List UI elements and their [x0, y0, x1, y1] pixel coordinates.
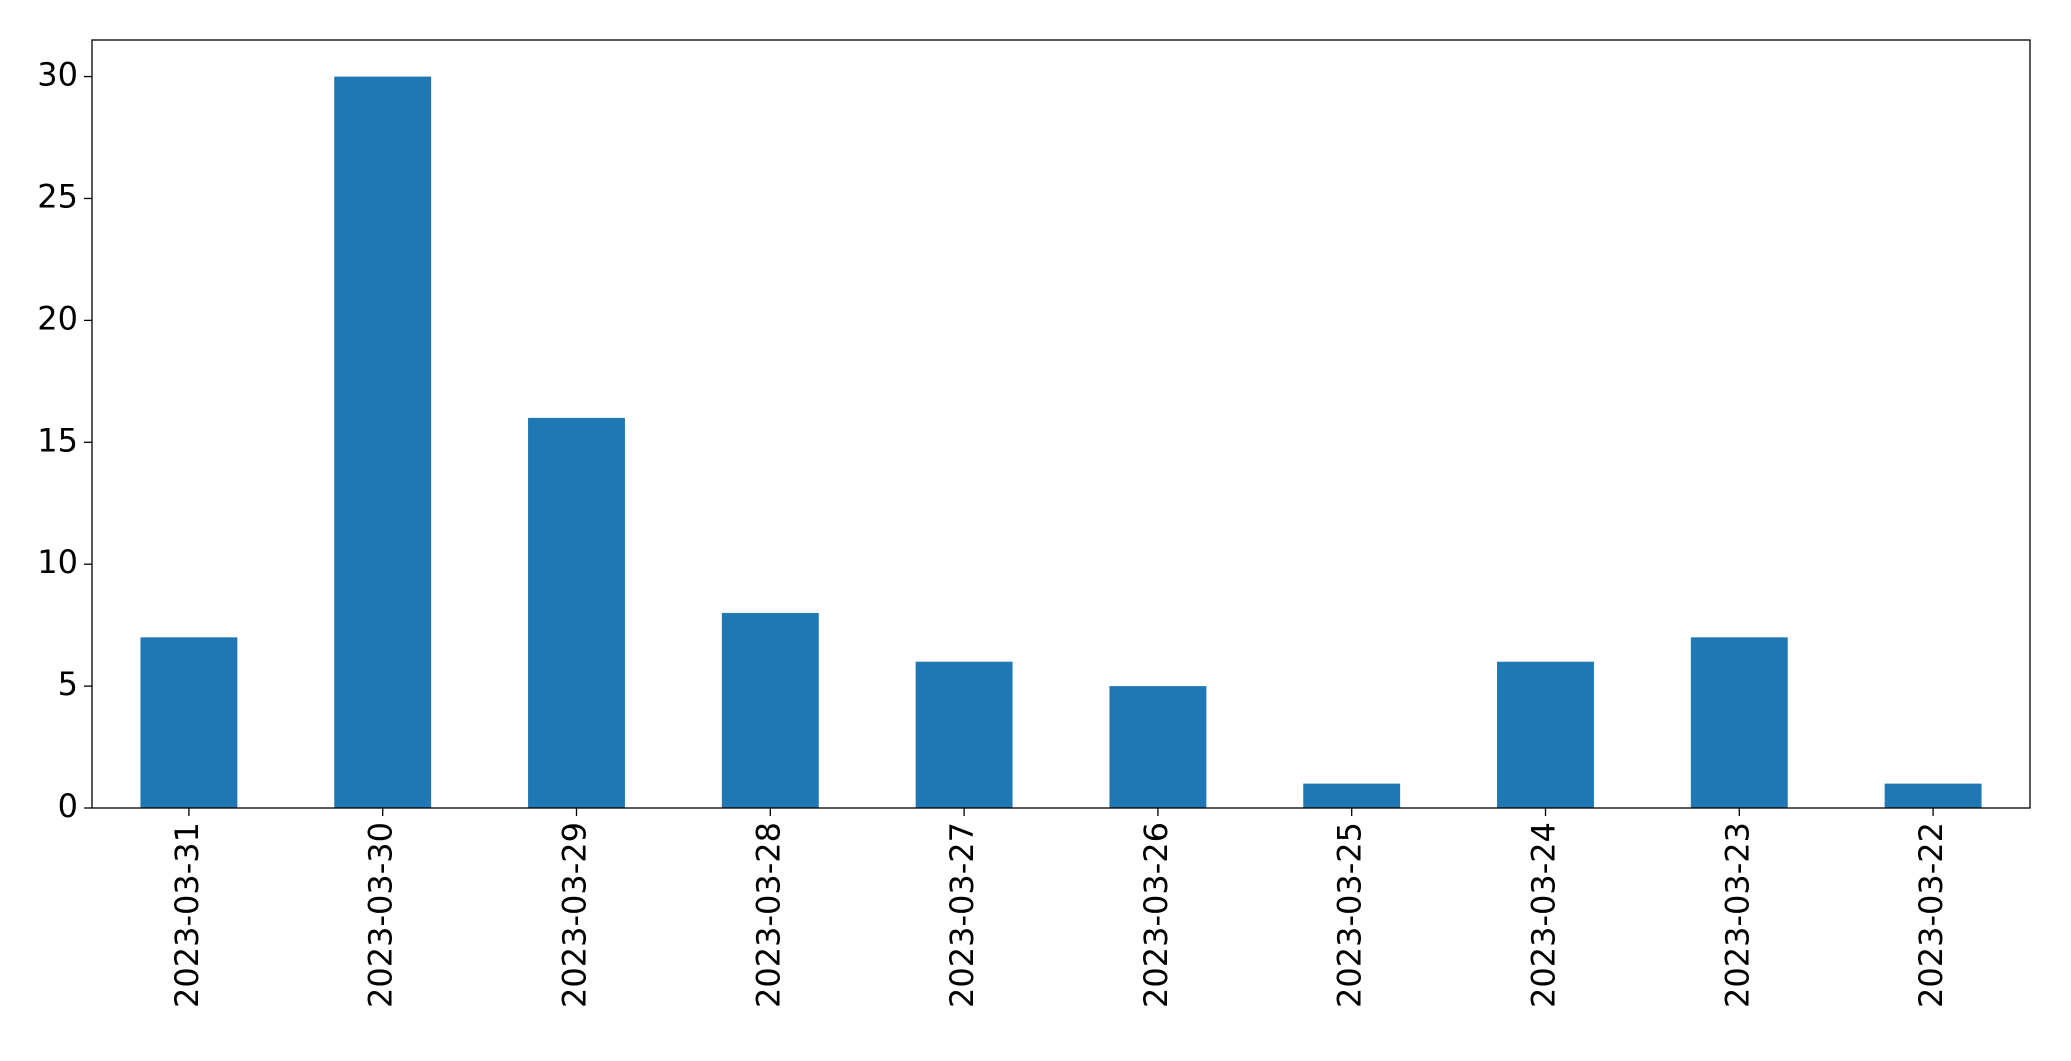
- bar: [721, 612, 819, 808]
- bar: [140, 637, 238, 808]
- y-tick-label: 5: [58, 665, 78, 703]
- y-tick-label: 25: [37, 177, 78, 215]
- x-tick-label: 2023-03-26: [1137, 822, 1175, 1008]
- x-tick-label: 2023-03-22: [1912, 822, 1950, 1008]
- bar: [528, 417, 625, 808]
- y-tick-label: 30: [37, 56, 78, 94]
- x-tick-label: 2023-03-25: [1331, 822, 1369, 1008]
- bar: [1497, 661, 1594, 808]
- x-tick-label: 2023-03-27: [943, 822, 981, 1008]
- y-tick-label: 0: [58, 787, 78, 825]
- bar: [1303, 783, 1401, 808]
- x-tick-label: 2023-03-30: [362, 822, 400, 1008]
- y-tick-label: 15: [37, 421, 78, 459]
- x-tick-label: 2023-03-24: [1525, 822, 1563, 1008]
- bar: [1690, 637, 1788, 808]
- x-tick-label: 2023-03-29: [556, 822, 594, 1008]
- plot-frame: [91, 39, 2031, 809]
- bar: [915, 661, 1013, 808]
- bar: [1109, 686, 1207, 808]
- bar: [334, 76, 432, 809]
- y-tick-label: 20: [37, 299, 78, 337]
- x-tick-label: 2023-03-31: [168, 822, 206, 1008]
- x-tick-label: 2023-03-28: [749, 822, 787, 1008]
- x-tick-label: 2023-03-23: [1718, 822, 1756, 1008]
- bar: [1884, 783, 1982, 808]
- y-tick-label: 10: [37, 543, 78, 581]
